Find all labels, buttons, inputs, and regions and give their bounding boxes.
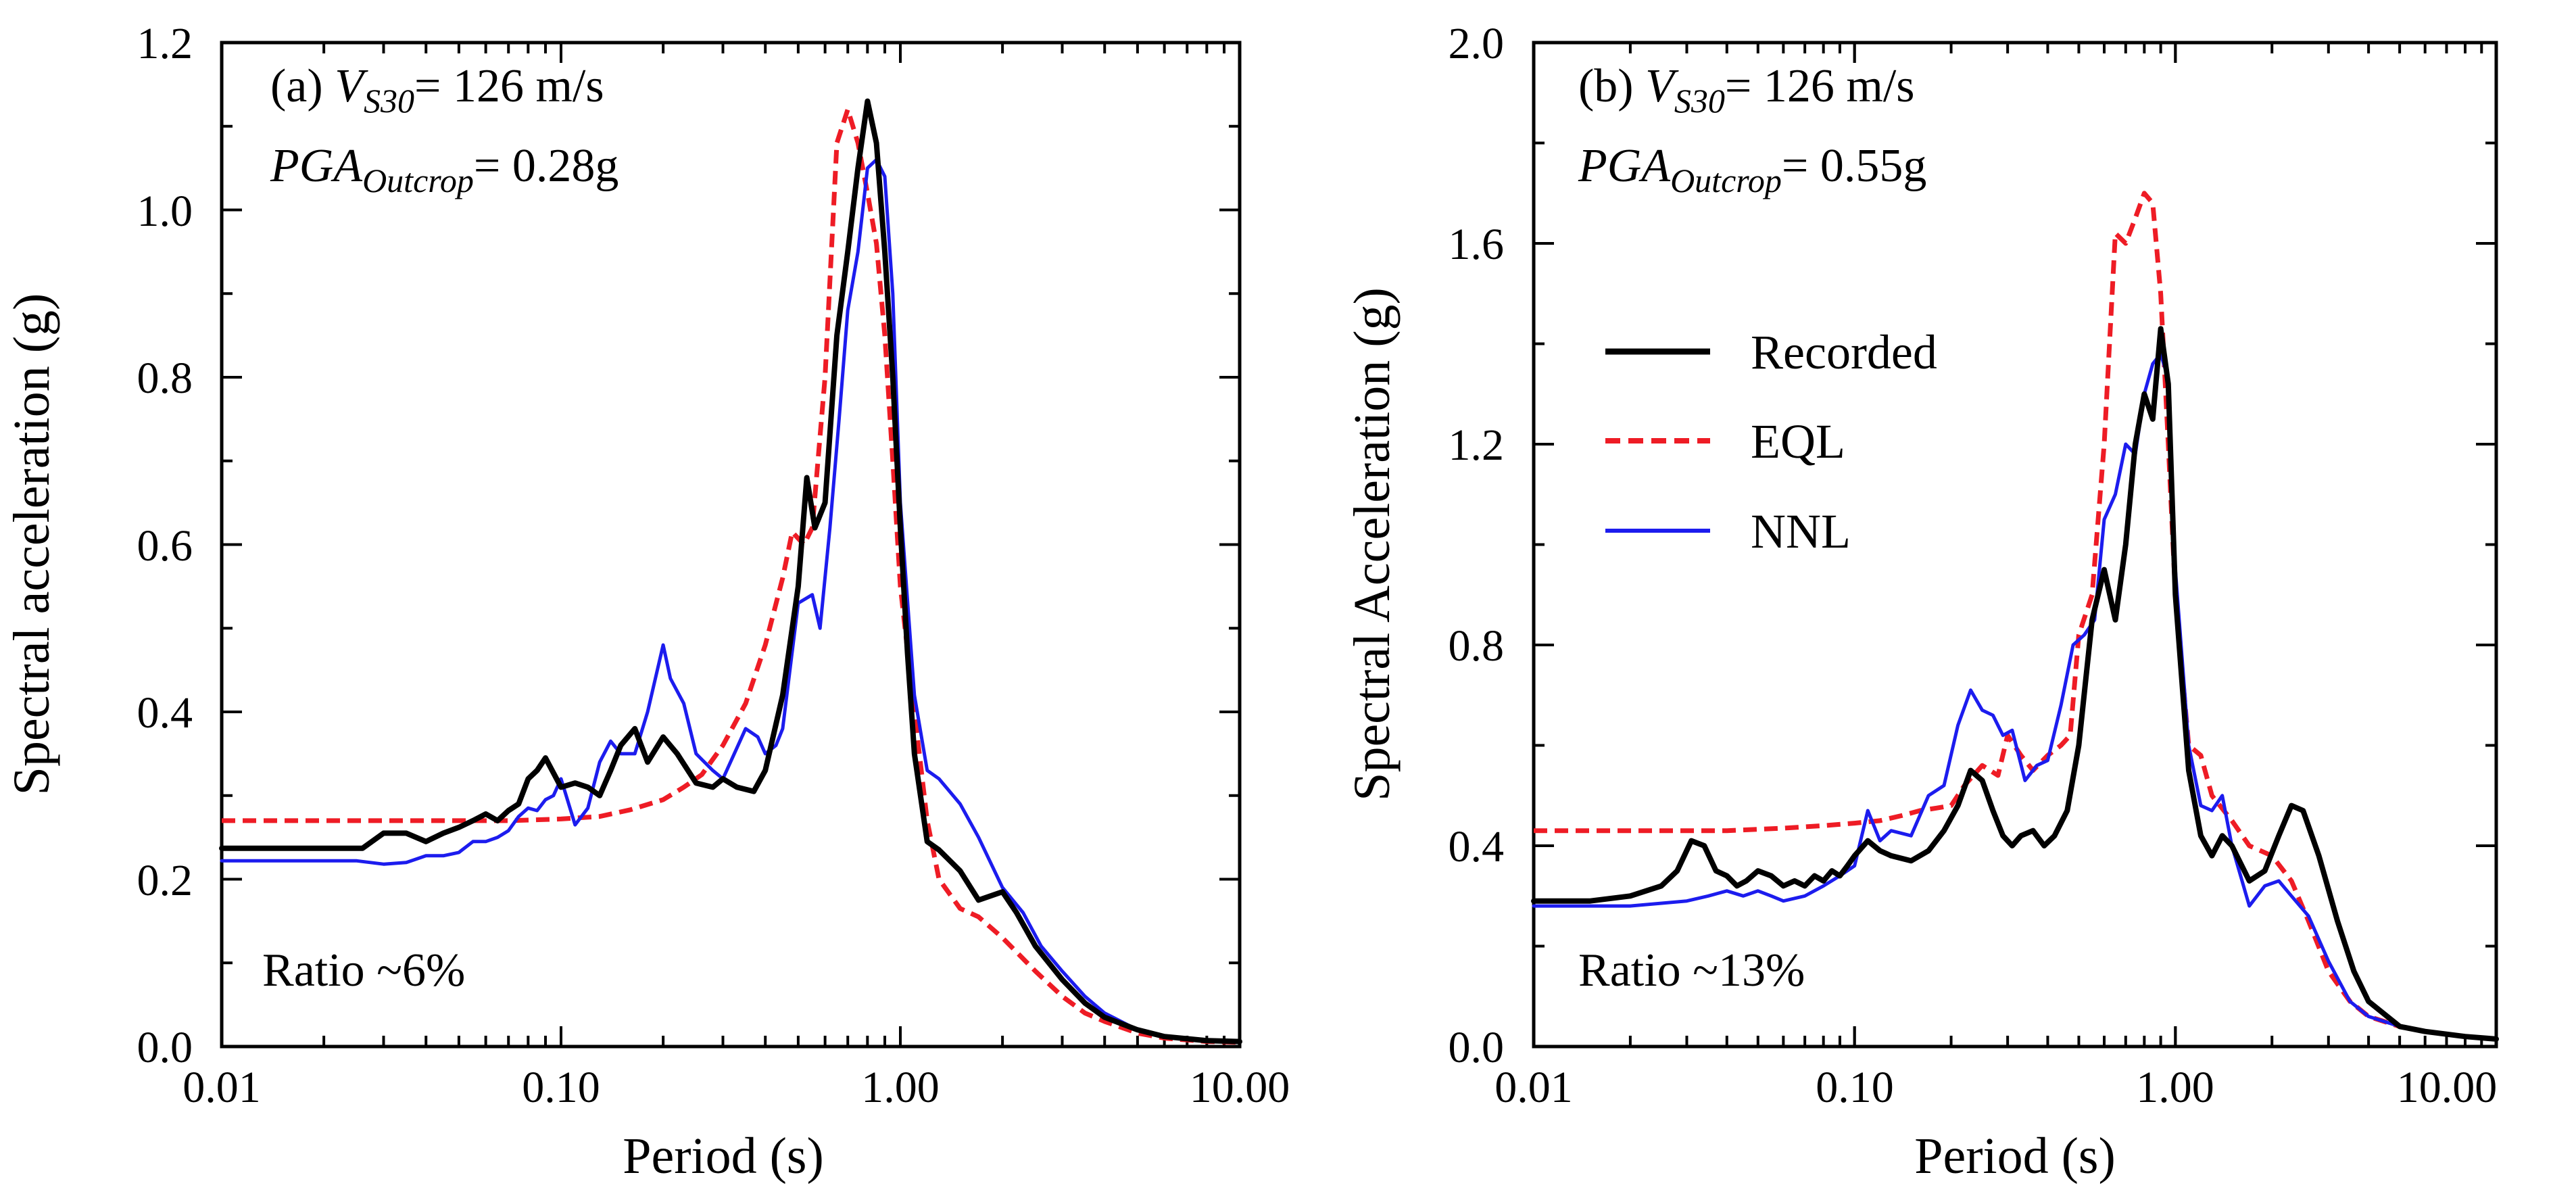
panel-b-ytick-label: 1.2 <box>1449 421 1505 470</box>
panel-a-x-axis-title: Period (s) <box>623 1128 824 1184</box>
panel-a-ytick-label: 0.6 <box>137 521 193 571</box>
panel-a-ytick-label: 0.4 <box>137 688 193 738</box>
panel-b-ytick-label: 0.4 <box>1449 822 1505 871</box>
panel-b: 0.0 0.4 0.8 1.2 1.6 2.0 0.01 0.10 1.00 1… <box>1344 19 2499 1184</box>
panel-b-x-tick-labels: 0.01 0.10 1.00 10.00 <box>1494 1063 2497 1112</box>
panel-b-xtick-label: 0.01 <box>1494 1063 1573 1112</box>
panel-b-xtick-label: 1.00 <box>2136 1063 2214 1112</box>
panel-b-y-axis-title: Spectral Acceleration (g) <box>1344 287 1401 801</box>
legend-label-nnl: NNL <box>1751 504 1851 558</box>
panel-a-label: (a) <box>270 60 335 112</box>
panel-b-series-recorded <box>1531 326 2499 1042</box>
panel-a-ytick-label: 1.2 <box>137 19 193 68</box>
panel-a-ytick-label: 0.8 <box>137 354 193 403</box>
panel-b-series-eql <box>1534 191 2497 1042</box>
panel-b-pga-value: = 0.55g <box>1782 140 1926 192</box>
panel-a-series-recorded <box>219 98 1242 1045</box>
panel-a: 0.0 0.2 0.4 0.6 0.8 1.0 1.2 0.01 0.10 1.… <box>3 19 1290 1184</box>
panel-a-x-tick-labels: 0.01 0.10 1.00 10.00 <box>183 1063 1290 1112</box>
panel-a-xtick-label: 0.01 <box>183 1063 261 1112</box>
panel-a-ticks <box>220 41 1241 1048</box>
panel-b-x-axis-title: Period (s) <box>1914 1128 2116 1184</box>
panel-a-pga-value: = 0.28g <box>474 140 618 192</box>
panel-a-pga-symbol: PGA <box>270 140 362 192</box>
panel-b-vs-value: = 126 m/s <box>1725 60 1915 112</box>
panel-b-legend: Recorded EQL NNL <box>1605 325 1937 558</box>
panel-b-vs30-annotation: (b) VS30= 126 m/s <box>1578 60 1915 120</box>
panel-b-ytick-label: 2.0 <box>1449 19 1505 68</box>
panel-b-pga-symbol: PGA <box>1578 140 1670 192</box>
panel-b-y-tick-labels: 0.0 0.4 0.8 1.2 1.6 2.0 <box>1449 19 1505 1072</box>
panel-b-label: (b) <box>1578 60 1645 112</box>
panel-a-pga-subscript: Outcrop <box>362 162 474 199</box>
panel-a-vs30-annotation: (a) VS30= 126 m/s <box>270 60 604 120</box>
panel-a-vs-value: = 126 m/s <box>414 60 604 112</box>
panel-b-vs-subscript: S30 <box>1674 82 1725 120</box>
panel-a-ytick-label: 1.0 <box>137 187 193 236</box>
legend-label-eql: EQL <box>1751 414 1845 469</box>
panel-b-xtick-label: 0.10 <box>1816 1063 1894 1112</box>
panel-b-ratio-annotation: Ratio ~13% <box>1578 944 1805 997</box>
panel-a-xtick-label: 10.00 <box>1190 1063 1290 1112</box>
panel-b-ytick-label: 0.0 <box>1449 1023 1505 1072</box>
panel-a-y-axis-title: Spectral acceleration (g) <box>3 293 60 796</box>
panel-b-series <box>1531 191 2499 1042</box>
panel-a-vs-symbol: V <box>335 60 368 112</box>
panel-a-series <box>219 98 1242 1045</box>
panel-b-pga-annotation: PGAOutcrop= 0.55g <box>1578 140 1926 199</box>
panel-a-ytick-label: 0.2 <box>137 856 193 905</box>
legend-label-recorded: Recorded <box>1751 325 1937 379</box>
panel-a-ytick-label: 0.0 <box>137 1023 193 1072</box>
panel-b-xtick-label: 10.00 <box>2397 1063 2498 1112</box>
panel-a-xtick-label: 1.00 <box>861 1063 940 1112</box>
panel-a-ratio-annotation: Ratio ~6% <box>262 944 465 997</box>
panel-a-pga-annotation: PGAOutcrop= 0.28g <box>270 140 618 199</box>
panel-b-ticks <box>1532 41 2498 1048</box>
panel-a-xtick-label: 0.10 <box>522 1063 600 1112</box>
panel-b-ytick-label: 0.8 <box>1449 621 1505 671</box>
panel-b-series-nnl <box>1532 352 2498 1041</box>
panel-a-y-tick-labels: 0.0 0.2 0.4 0.6 0.8 1.0 1.2 <box>137 19 193 1072</box>
panel-a-vs-subscript: S30 <box>364 82 414 120</box>
panel-b-ytick-label: 1.6 <box>1449 220 1505 269</box>
panel-b-pga-subscript: Outcrop <box>1670 162 1782 199</box>
panel-a-series-eql <box>222 107 1240 1045</box>
panel-b-vs-symbol: V <box>1645 60 1679 112</box>
panel-a-series-nnl <box>220 158 1242 1045</box>
